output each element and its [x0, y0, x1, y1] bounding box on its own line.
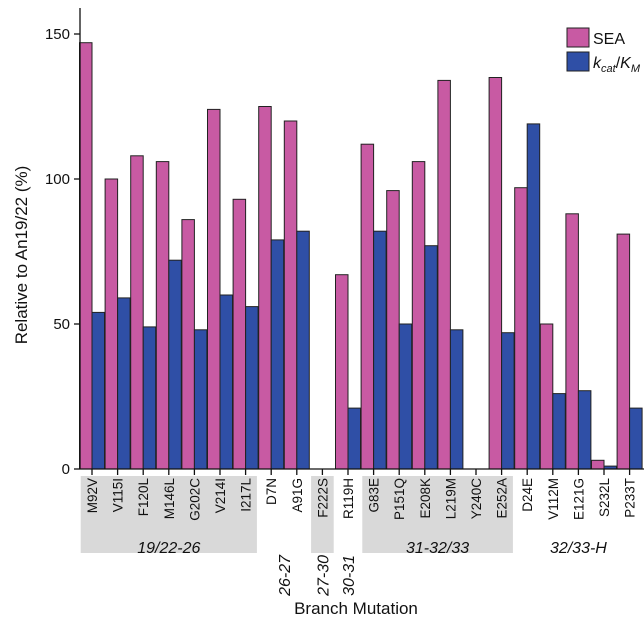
y-tick-label-150: 150 [45, 26, 70, 43]
bar-kcat-km-e208k [424, 245, 438, 470]
bar-sea-p151q [386, 190, 400, 470]
category-label-a91g: A91G [290, 478, 305, 513]
bar-kcat-km-a91g [296, 230, 310, 470]
category-label-y240c: Y240C [469, 478, 484, 520]
category-label-v115i: V115I [111, 478, 126, 512]
y-axis-title: Relative to An19/22 (%) [12, 166, 31, 345]
bar-kcat-km-m146l [168, 259, 182, 470]
category-label-v112m: V112M [546, 478, 561, 520]
category-label-f222s: F222S [315, 478, 330, 518]
category-label-v214i: V214I [213, 478, 228, 513]
legend-swatch-sea [566, 27, 590, 48]
category-label-m92v: M92V [85, 478, 100, 513]
group-shade-0 [80, 476, 257, 553]
bar-sea-e121g [565, 213, 579, 470]
group-label-4: 31-32/33 [406, 540, 469, 557]
group-shading-layer [80, 476, 513, 553]
group-label-2: 27-30 [315, 555, 332, 597]
category-label-g202c: G202C [187, 478, 202, 521]
bar-kcat-km-d7n [270, 239, 285, 470]
group-shade-4 [362, 476, 513, 553]
category-labels: M92V V115I F120L M146L G202C V214I I217L D7N A91… [85, 478, 638, 521]
category-label-i217l: I217L [239, 478, 254, 512]
bar-sea-m92v [79, 42, 93, 470]
bars-layer [79, 42, 643, 470]
y-axis: 0 50 100 150 [45, 8, 81, 478]
category-label-r119h: R119H [341, 478, 356, 519]
bar-kcat-km-g202c [193, 329, 208, 470]
x-axis-title: Branch Mutation [294, 599, 418, 618]
group-labels: 19/22-26 26-27 27-30 30-31 31-32/33 32/33-H [137, 540, 607, 597]
bar-kcat-km-g83e [373, 230, 387, 470]
category-label-e252a: E252A [495, 478, 510, 519]
bar-sea-e208k [411, 161, 426, 470]
bar-sea-r119h [335, 274, 349, 470]
group-label-1: 26-27 [277, 554, 294, 597]
bar-kcat-km-f120l [142, 326, 157, 470]
legend-swatch-kcat-km [566, 51, 590, 72]
bar-kcat-km-v112m [552, 393, 566, 470]
bar-kcat-km-v214i [219, 294, 233, 470]
bar-sea-g83e [360, 143, 375, 470]
bar-sea-v112m [539, 323, 554, 470]
y-tick-label-100: 100 [45, 171, 70, 188]
bar-sea-a91g [283, 120, 298, 470]
bar-sea-i217l [232, 198, 247, 470]
legend-label-kcat-km: kcat/KM [593, 55, 641, 75]
bar-sea-m146l [155, 161, 170, 470]
bar-kcat-km-r119h [347, 407, 361, 470]
x-axis [80, 468, 644, 475]
category-label-p151q: P151Q [392, 478, 407, 520]
legend: SEA kcat/KM [566, 27, 641, 75]
group-shade-2 [311, 476, 334, 553]
category-label-m146l: M146L [162, 478, 177, 520]
category-label-d24e: D24E [520, 478, 535, 512]
bar-sea-v214i [207, 108, 221, 470]
bar-sea-d7n [258, 106, 272, 470]
group-label-3: 30-31 [341, 555, 358, 596]
bar-sea-p233t [616, 233, 631, 470]
category-label-l219m: L219M [443, 478, 458, 519]
category-label-s232l: S232L [597, 478, 612, 518]
category-label-e208k: E208K [418, 478, 433, 519]
group-label-0: 19/22-26 [137, 540, 200, 557]
bar-sea-v115i [104, 178, 119, 470]
category-label-f120l: F120L [136, 478, 151, 517]
category-label-e121g: E121G [571, 478, 586, 520]
bar-sea-l219m [437, 79, 451, 470]
bar-kcat-km-e252a [501, 332, 515, 470]
bar-kcat-km-e121g [577, 390, 592, 470]
category-label-p233t: P233T [623, 478, 638, 518]
bar-kcat-km-p151q [398, 323, 413, 470]
bar-sea-s232l [591, 459, 605, 470]
y-tick-label-50: 50 [53, 316, 70, 333]
bar-sea-e252a [488, 77, 503, 470]
group-label-5: 32/33-H [550, 540, 607, 557]
category-label-g83e: G83E [367, 478, 382, 513]
category-label-d7n: D7N [264, 478, 279, 505]
bar-sea-g202c [181, 219, 195, 470]
bar-kcat-km-d24e [526, 123, 541, 470]
y-tick-label-0: 0 [62, 461, 70, 478]
legend-label-sea: SEA [593, 31, 625, 48]
bar-kcat-km-p233t [629, 407, 643, 470]
bar-sea-f120l [130, 155, 144, 470]
bar-kcat-km-l219m [449, 329, 464, 470]
bar-kcat-km-v115i [117, 297, 131, 470]
bar-sea-d24e [514, 187, 528, 470]
bar-kcat-km-m92v [91, 311, 105, 470]
bar-kcat-km-i217l [245, 306, 259, 470]
